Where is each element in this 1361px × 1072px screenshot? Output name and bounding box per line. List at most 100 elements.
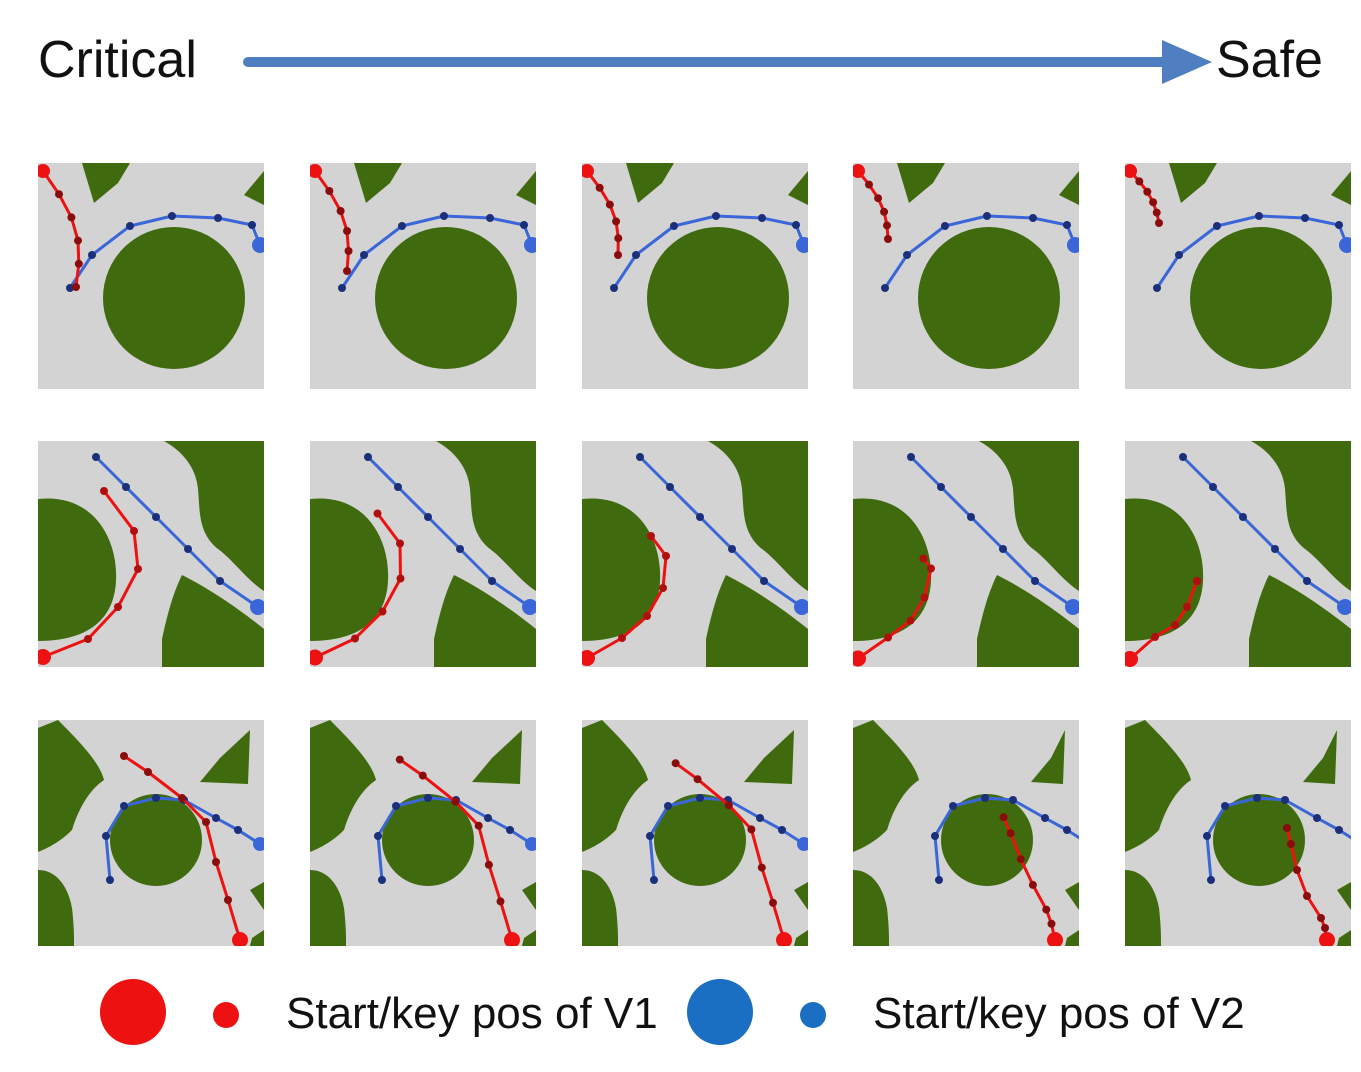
v2-key-marker	[122, 483, 130, 491]
v1-key-marker	[378, 607, 387, 616]
v2-key-marker	[424, 513, 432, 521]
grass-area	[1331, 171, 1351, 205]
v2-key-marker	[424, 794, 432, 802]
v2-key-marker	[1303, 577, 1311, 585]
v1-key-marker	[84, 635, 92, 643]
v1-key-marker	[484, 860, 493, 869]
v1-start-marker	[38, 164, 50, 178]
v2-key-marker	[646, 832, 654, 840]
v2-key-marker	[903, 251, 911, 259]
v1-key-marker	[662, 552, 670, 560]
v2-trajectory	[1205, 796, 1351, 882]
grass-area	[244, 171, 264, 205]
grass-area	[375, 227, 517, 369]
grass-area	[647, 227, 789, 369]
v2-start-marker	[525, 837, 536, 851]
v2-key-marker	[520, 221, 528, 229]
v2-key-marker	[456, 545, 464, 553]
v2-start-marker	[1067, 237, 1079, 253]
legend: Start/key pos of V1 Start/key pos of V2	[0, 970, 1361, 1060]
grass-area	[1065, 882, 1079, 910]
v1-key-marker	[884, 235, 892, 243]
grass-area	[522, 930, 536, 946]
v2-start-marker	[522, 599, 536, 615]
v2-key-marker	[506, 826, 514, 834]
v1-key-marker	[1287, 840, 1295, 848]
grass-area	[626, 163, 674, 203]
v2-trajectory	[933, 796, 1079, 882]
v1-key-marker	[395, 755, 404, 764]
v1-trajectory	[41, 489, 140, 659]
grass-area	[794, 882, 808, 910]
v1-key-marker	[614, 234, 623, 243]
scenario-panel-r3-c5	[1125, 720, 1351, 946]
v2-key-marker	[1063, 826, 1071, 834]
v1-key-marker	[906, 616, 915, 625]
grass-area	[472, 730, 522, 784]
v1-key-marker	[864, 180, 873, 189]
v1-key-marker	[1016, 855, 1025, 864]
v2-key-marker	[1253, 794, 1261, 802]
grass-area	[164, 441, 264, 591]
v1-key-marker	[74, 236, 83, 245]
scenario-panel-r2-c3	[582, 441, 808, 667]
grass-area	[1213, 794, 1305, 886]
v2-start-marker	[252, 237, 264, 253]
v2-key-marker	[102, 832, 110, 840]
scenario-panel-r1-c4	[853, 163, 1079, 389]
v1-key-marker	[496, 897, 505, 906]
grass-area	[82, 163, 130, 203]
v2-key-marker	[1301, 214, 1309, 222]
grass-area	[853, 498, 932, 641]
scenario-panel-r1-c5	[1125, 163, 1351, 389]
v2-key-marker	[949, 802, 957, 810]
v1-key-marker	[1283, 824, 1291, 832]
grass-area	[977, 575, 1079, 667]
v1-key-marker	[224, 896, 232, 904]
v1-key-marker	[1193, 577, 1201, 585]
v2-key-marker	[168, 212, 176, 220]
v2-trajectory	[909, 455, 1075, 609]
v2-key-marker	[666, 483, 674, 491]
v2-key-marker	[374, 832, 382, 840]
v1-key-marker	[1151, 633, 1159, 641]
v1-key-marker	[212, 858, 220, 866]
grass-area	[162, 575, 264, 667]
v2-key-marker	[756, 814, 764, 822]
v2-trajectory	[366, 455, 532, 609]
v2-key-marker	[1335, 826, 1343, 834]
v2-key-marker	[1041, 814, 1049, 822]
v2-key-marker	[1031, 577, 1039, 585]
v1-key-marker	[1171, 621, 1179, 629]
grass-area	[794, 930, 808, 946]
v1-key-marker	[396, 539, 404, 548]
v1-key-marker	[882, 221, 891, 230]
v1-start-marker-icon	[100, 979, 166, 1045]
v1-key-marker	[612, 217, 621, 226]
v1-key-marker	[67, 213, 76, 222]
v2-key-marker	[907, 453, 915, 461]
v1-key-marker	[120, 752, 128, 760]
v2-key-marker	[484, 814, 492, 822]
v1-key-marker	[114, 603, 122, 611]
grass-area	[110, 794, 202, 886]
v1-start-marker	[310, 164, 322, 178]
scenario-panel-r3-c3	[582, 720, 808, 946]
v1-key-marker	[134, 565, 142, 573]
v1-key-marker	[671, 759, 680, 768]
v2-key-marker	[378, 876, 386, 884]
severity-arrow	[243, 40, 1212, 84]
v1-key-marker	[130, 527, 138, 535]
v2-key-marker	[126, 222, 134, 230]
v1-start-marker	[504, 932, 520, 946]
v1-start-marker	[1125, 651, 1138, 667]
grass-area	[1169, 163, 1217, 203]
scenario-panel-r2-c4	[853, 441, 1079, 667]
v1-key-marker	[647, 532, 655, 540]
grass-area	[1125, 720, 1191, 852]
v1-key-marker	[693, 775, 702, 784]
v2-key-marker	[792, 221, 800, 229]
grass-area	[1190, 227, 1332, 369]
v1-key-marker	[1149, 198, 1158, 207]
v1-key-marker	[724, 801, 733, 810]
